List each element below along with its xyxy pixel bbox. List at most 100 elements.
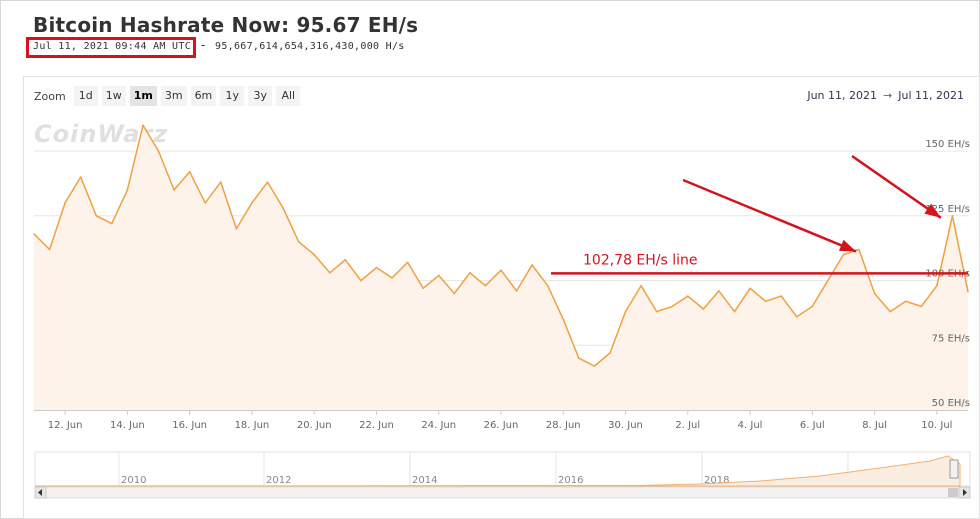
data-point — [484, 284, 487, 287]
data-point — [515, 290, 518, 292]
date-range: Jun 11, 2021 → Jul 11, 2021 — [807, 89, 964, 102]
y-tick-label: 50 EH/s — [932, 398, 970, 409]
x-tick-label: 22. Jun — [359, 420, 394, 431]
x-tick-label: 30. Jun — [608, 420, 643, 431]
navigator: 201020122014201620182020 — [34, 451, 971, 499]
x-tick-label: 12. Jun — [48, 420, 83, 431]
data-point — [546, 284, 549, 287]
navigator-series — [34, 455, 961, 487]
data-point — [671, 305, 673, 308]
data-point — [920, 305, 923, 308]
navigator-year-label: 2016 — [558, 475, 583, 486]
navigator-year-label: 2014 — [412, 475, 437, 486]
arrow-head — [924, 203, 941, 218]
data-point — [655, 310, 658, 313]
data-point — [173, 189, 175, 191]
data-point — [142, 124, 144, 126]
data-point — [749, 287, 751, 290]
range-from[interactable]: Jun 11, 2021 — [807, 89, 878, 102]
x-tick-label: 26. Jun — [484, 420, 519, 431]
data-point — [733, 310, 736, 313]
navigator-handle[interactable] — [949, 459, 959, 479]
data-point — [718, 290, 720, 292]
zoom-label: Zoom — [34, 89, 66, 103]
zoom-3m-button[interactable]: 3m — [160, 86, 187, 106]
data-point — [157, 150, 160, 152]
data-point — [593, 365, 596, 367]
data-point — [329, 272, 331, 274]
x-tick-label: 8. Jul — [862, 420, 887, 431]
data-point — [858, 248, 860, 251]
series-area — [34, 125, 968, 410]
data-point — [95, 215, 98, 217]
data-point — [235, 228, 238, 230]
x-tick-label: 28. Jun — [546, 420, 581, 431]
data-point — [188, 171, 191, 173]
data-point — [640, 284, 642, 287]
zoom-6m-button[interactable]: 6m — [190, 86, 217, 106]
range-to[interactable]: Jul 11, 2021 — [898, 89, 964, 102]
hashrate-hs: 95,667,614,654,316,430,000 H/s — [215, 41, 405, 52]
arrow-shaft — [682, 178, 857, 253]
data-point — [204, 202, 206, 204]
annotation-layer: 102,78 EH/s line — [551, 154, 968, 275]
y-tick-label: 150 EH/s — [925, 139, 970, 150]
timestamp: Jul 11, 2021 09:44 AM UTC — [33, 41, 192, 52]
timestamp-highlight-box — [26, 37, 196, 58]
navigator-year-label: 2018 — [704, 475, 729, 486]
data-point — [406, 261, 409, 264]
x-axis: 12. Jun 14. Jun 16. Jun 18. Jun 20. Jun 22. J… — [48, 410, 952, 431]
data-point — [578, 357, 580, 360]
x-tick-label: 20. Jun — [297, 420, 332, 431]
data-point — [811, 305, 814, 308]
data-point — [266, 181, 269, 183]
data-point — [702, 308, 705, 310]
y-tick-label: 125 EH/s — [925, 204, 970, 215]
data-point — [796, 316, 798, 318]
data-point — [33, 233, 35, 235]
x-tick-label: 14. Jun — [110, 420, 145, 431]
data-point — [313, 253, 316, 256]
page-title: Bitcoin Hashrate Now: 95.67 EH/s — [33, 13, 419, 37]
x-tick-label: 2. Jul — [675, 420, 700, 431]
zoom-1m-button[interactable]: 1m — [129, 86, 157, 106]
navigator-year-label: 2012 — [266, 475, 291, 486]
x-tick-label: 16. Jun — [172, 420, 207, 431]
navigator-year-label: 2010 — [121, 475, 146, 486]
zoom-bar: Zoom 1d 1w 1m 3m 6m 1y 3y All — [34, 86, 301, 106]
scrollbar-thumb[interactable] — [948, 488, 958, 497]
y-tick-label: 75 EH/s — [932, 333, 970, 344]
arrow-shaft — [851, 154, 942, 219]
data-point — [79, 176, 82, 178]
data-point — [375, 266, 378, 269]
series-layer — [33, 124, 969, 410]
data-point — [469, 272, 471, 274]
x-tick-label: 6. Jul — [800, 420, 825, 431]
data-point — [360, 279, 362, 282]
data-point — [126, 189, 129, 191]
data-point — [889, 310, 891, 313]
zoom-all-button[interactable]: All — [276, 86, 301, 106]
scrollbar-track[interactable] — [34, 486, 971, 499]
separator: - — [201, 38, 206, 52]
data-point — [500, 269, 502, 272]
data-point — [531, 264, 533, 266]
zoom-1w-button[interactable]: 1w — [101, 86, 126, 106]
data-point — [48, 248, 51, 251]
data-point — [251, 202, 253, 204]
data-point — [220, 181, 222, 183]
x-tick-label: 10. Jul — [921, 420, 952, 431]
data-point — [687, 295, 689, 297]
data-point — [609, 352, 611, 354]
zoom-1d-button[interactable]: 1d — [73, 86, 98, 106]
arrow-head — [838, 239, 857, 252]
zoom-3y-button[interactable]: 3y — [248, 86, 273, 106]
zoom-1y-button[interactable]: 1y — [220, 86, 245, 106]
scroll-left-arrow-icon — [38, 489, 42, 496]
x-tick-label: 4. Jul — [738, 420, 763, 431]
data-point — [827, 279, 829, 282]
data-point — [624, 310, 627, 313]
data-point — [344, 259, 347, 261]
x-tick-label: 18. Jun — [235, 420, 270, 431]
